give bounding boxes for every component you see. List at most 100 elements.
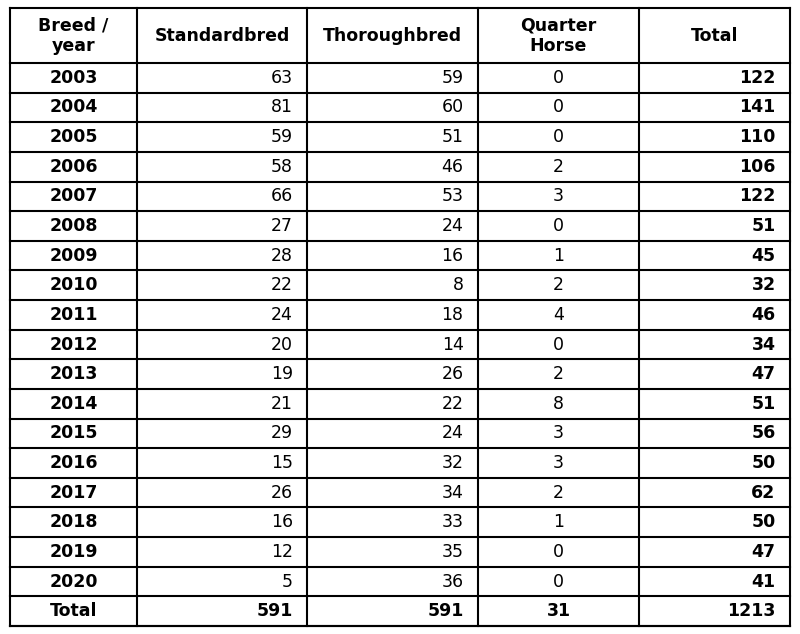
Text: 27: 27 <box>271 217 293 235</box>
Text: Thoroughbred: Thoroughbred <box>323 27 462 44</box>
Text: 24: 24 <box>442 424 464 443</box>
Text: 35: 35 <box>442 543 464 561</box>
Text: 15: 15 <box>271 454 293 472</box>
Text: 22: 22 <box>271 276 293 294</box>
Text: 5: 5 <box>282 573 293 590</box>
Text: 1: 1 <box>553 514 564 531</box>
Text: 122: 122 <box>739 187 776 205</box>
Text: 32: 32 <box>751 276 776 294</box>
Text: 8: 8 <box>453 276 464 294</box>
Text: 34: 34 <box>442 484 464 501</box>
Text: Standardbred: Standardbred <box>154 27 290 44</box>
Text: 58: 58 <box>271 158 293 176</box>
Text: 46: 46 <box>751 306 776 324</box>
Text: Breed /
year: Breed / year <box>38 16 109 55</box>
Text: 591: 591 <box>427 602 464 620</box>
Text: Total: Total <box>50 602 97 620</box>
Text: 0: 0 <box>553 69 564 87</box>
Text: 0: 0 <box>553 217 564 235</box>
Text: 2013: 2013 <box>49 365 98 383</box>
Text: 53: 53 <box>442 187 464 205</box>
Text: 34: 34 <box>752 335 776 354</box>
Text: 591: 591 <box>257 602 293 620</box>
Text: 63: 63 <box>271 69 293 87</box>
Text: 20: 20 <box>271 335 293 354</box>
Text: 0: 0 <box>553 335 564 354</box>
Text: 31: 31 <box>546 602 570 620</box>
Text: 62: 62 <box>751 484 776 501</box>
Text: 106: 106 <box>739 158 776 176</box>
Text: 47: 47 <box>752 543 776 561</box>
Text: 2003: 2003 <box>49 69 98 87</box>
Text: 33: 33 <box>442 514 464 531</box>
Text: 81: 81 <box>271 98 293 117</box>
Text: 51: 51 <box>751 217 776 235</box>
Text: 2011: 2011 <box>49 306 98 324</box>
Text: 2007: 2007 <box>49 187 98 205</box>
Text: 47: 47 <box>752 365 776 383</box>
Text: 2005: 2005 <box>49 128 98 146</box>
Text: 16: 16 <box>271 514 293 531</box>
Text: 2015: 2015 <box>49 424 98 443</box>
Text: 19: 19 <box>271 365 293 383</box>
Text: Total: Total <box>690 27 738 44</box>
Text: 60: 60 <box>442 98 464 117</box>
Text: 50: 50 <box>751 454 776 472</box>
Text: 66: 66 <box>270 187 293 205</box>
Text: 12: 12 <box>271 543 293 561</box>
Text: 36: 36 <box>442 573 464 590</box>
Text: 26: 26 <box>442 365 464 383</box>
Text: 2020: 2020 <box>49 573 98 590</box>
Text: 32: 32 <box>442 454 464 472</box>
Text: 141: 141 <box>739 98 776 117</box>
Text: 0: 0 <box>553 573 564 590</box>
Text: 110: 110 <box>739 128 776 146</box>
Text: 2: 2 <box>553 276 564 294</box>
Text: 59: 59 <box>271 128 293 146</box>
Text: 0: 0 <box>553 543 564 561</box>
Text: 2: 2 <box>553 158 564 176</box>
Text: 2014: 2014 <box>49 395 98 413</box>
Text: 3: 3 <box>553 187 564 205</box>
Text: 2016: 2016 <box>49 454 98 472</box>
Text: 22: 22 <box>442 395 464 413</box>
Text: 122: 122 <box>739 69 776 87</box>
Text: 46: 46 <box>442 158 464 176</box>
Text: 28: 28 <box>271 247 293 264</box>
Text: 41: 41 <box>751 573 776 590</box>
Text: 2009: 2009 <box>49 247 98 264</box>
Text: 0: 0 <box>553 128 564 146</box>
Text: 56: 56 <box>751 424 776 443</box>
Text: 59: 59 <box>442 69 464 87</box>
Text: 18: 18 <box>442 306 464 324</box>
Text: 1: 1 <box>553 247 564 264</box>
Text: 3: 3 <box>553 424 564 443</box>
Text: 50: 50 <box>751 514 776 531</box>
Text: 3: 3 <box>553 454 564 472</box>
Text: 2: 2 <box>553 484 564 501</box>
Text: 2018: 2018 <box>49 514 98 531</box>
Text: 0: 0 <box>553 98 564 117</box>
Text: 2012: 2012 <box>49 335 98 354</box>
Text: 51: 51 <box>751 395 776 413</box>
Text: 8: 8 <box>553 395 564 413</box>
Text: 29: 29 <box>271 424 293 443</box>
Text: 26: 26 <box>271 484 293 501</box>
Text: 4: 4 <box>553 306 564 324</box>
Text: 24: 24 <box>442 217 464 235</box>
Text: 2019: 2019 <box>49 543 98 561</box>
Text: 2017: 2017 <box>49 484 98 501</box>
Text: 2010: 2010 <box>49 276 98 294</box>
Text: 14: 14 <box>442 335 464 354</box>
Text: 1213: 1213 <box>727 602 776 620</box>
Text: 16: 16 <box>442 247 464 264</box>
Text: 2: 2 <box>553 365 564 383</box>
Text: 45: 45 <box>751 247 776 264</box>
Text: 51: 51 <box>442 128 464 146</box>
Text: 21: 21 <box>271 395 293 413</box>
Text: 2006: 2006 <box>49 158 98 176</box>
Text: 2004: 2004 <box>49 98 98 117</box>
Text: 24: 24 <box>271 306 293 324</box>
Text: Quarter
Horse: Quarter Horse <box>520 16 597 55</box>
Text: 2008: 2008 <box>49 217 98 235</box>
